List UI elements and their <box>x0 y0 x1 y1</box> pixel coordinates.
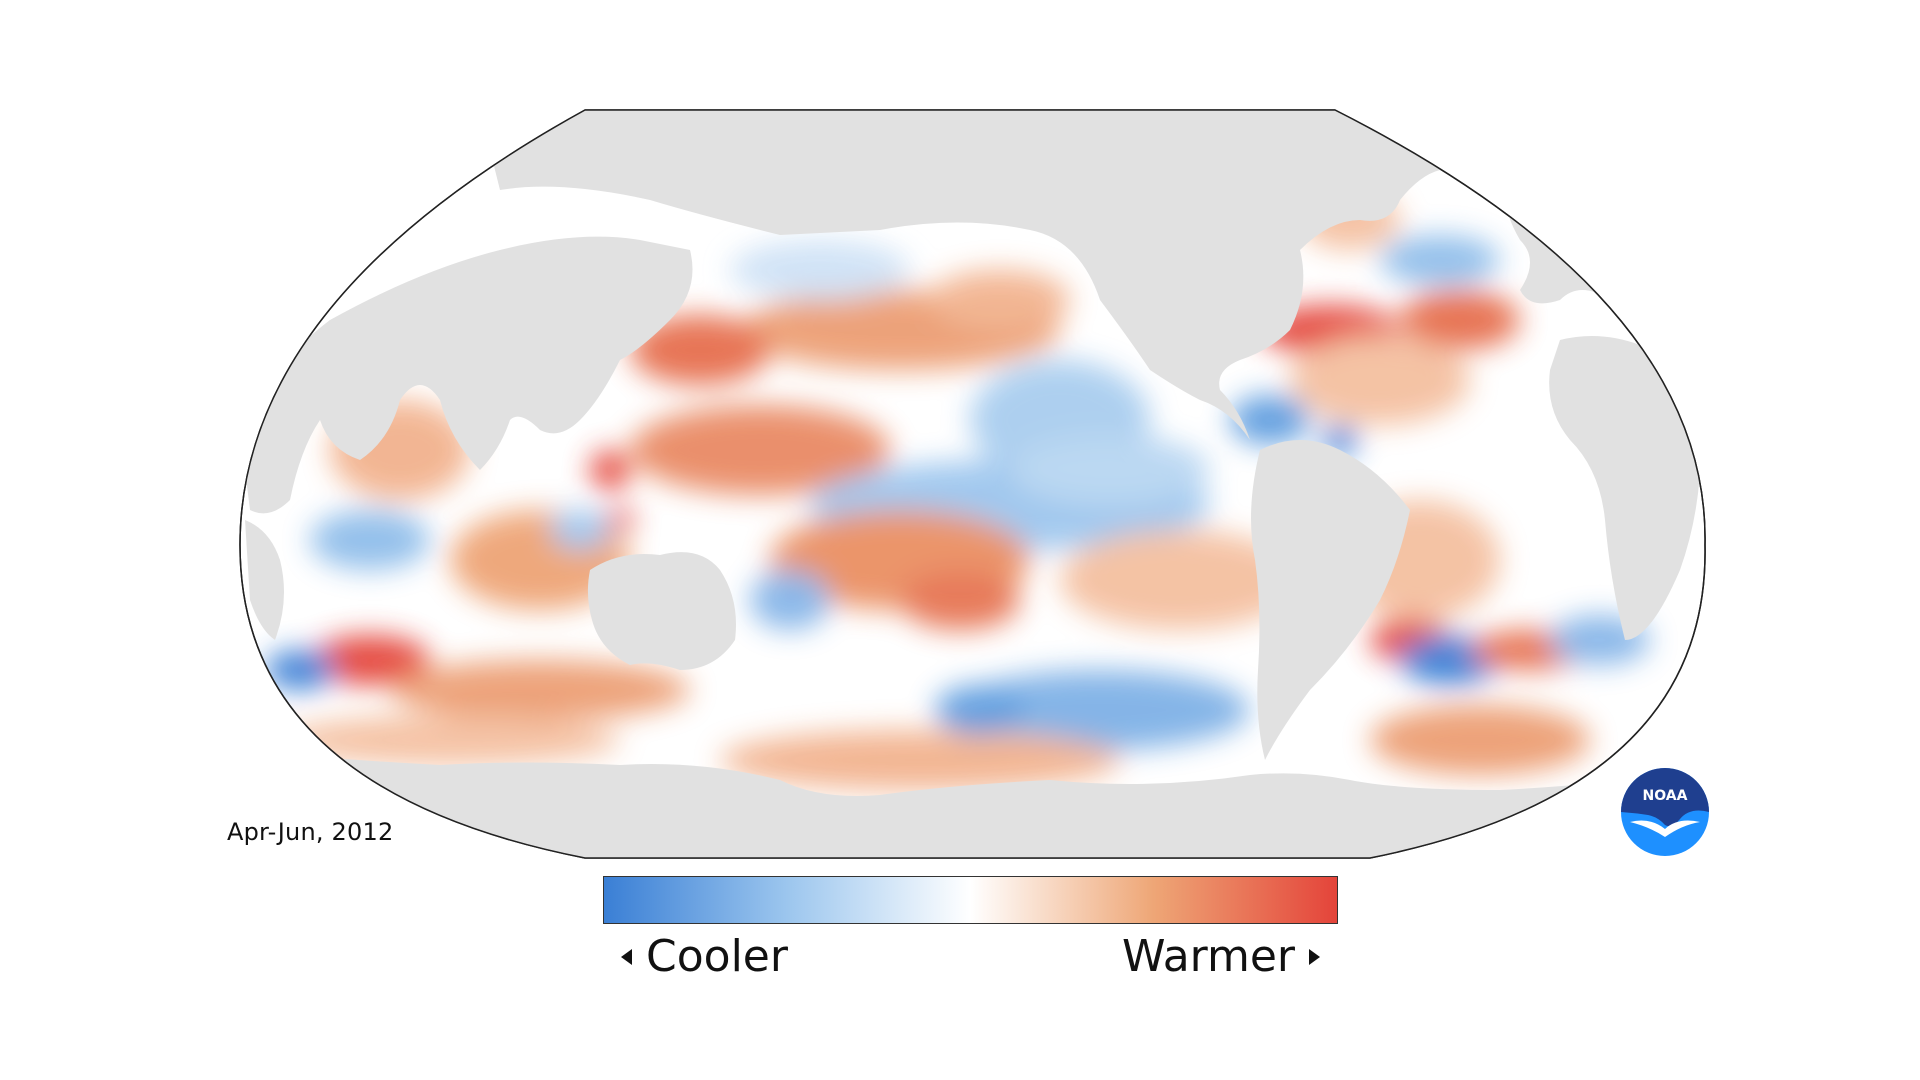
africa-east <box>245 520 284 640</box>
land-masses <box>240 110 1706 858</box>
color-scale-bar <box>603 876 1338 924</box>
anomaly-field <box>265 190 1650 790</box>
asia <box>245 236 693 514</box>
period-label: Apr-Jun, 2012 <box>227 818 394 846</box>
noaa-logo-icon: NOAA <box>1621 768 1709 856</box>
arrow-left-icon <box>621 949 632 965</box>
south-america <box>1251 440 1410 760</box>
legend-warmer-label: Warmer <box>1122 931 1295 982</box>
globe-border <box>239 109 1706 859</box>
antarctica <box>240 755 1706 858</box>
legend-cooler-label: Cooler <box>646 931 788 982</box>
africa-west <box>1549 336 1701 640</box>
logo-text: NOAA <box>1643 788 1688 804</box>
arrow-right-icon <box>1309 949 1320 965</box>
legend-warmer: Warmer <box>1122 929 1320 985</box>
legend-cooler: Cooler <box>621 929 788 985</box>
north-america <box>880 110 1440 440</box>
australia <box>587 552 736 670</box>
